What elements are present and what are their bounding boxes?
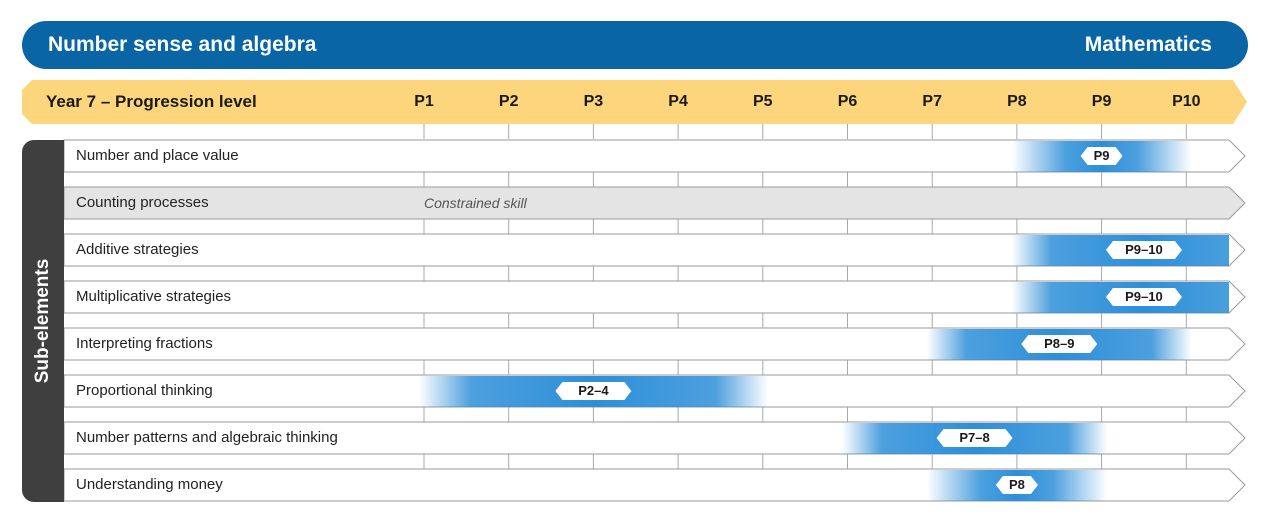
row-band [63,139,1246,173]
row-2 [63,186,1246,220]
sub-element-label: Number and place value [76,147,239,164]
badge-label: P8 [1008,477,1025,492]
level-badge [1105,288,1182,306]
sub-element-label: Proportional thinking [76,382,213,399]
row-band [63,186,1246,220]
row-5 [63,327,1246,361]
level-label-p6: P6 [837,93,858,110]
page-title: Number sense and algebra [48,33,317,56]
row-8 [63,468,1246,502]
level-badge [936,429,1013,447]
year-label: Year 7 – Progression level [46,92,257,111]
sidebar-label: Sub-elements [32,258,53,384]
level-label-p7: P7 [922,93,942,110]
sub-element-label: Counting processes [76,194,209,211]
level-label-p8: P8 [1007,93,1027,110]
badge-label: P9–10 [1125,242,1163,257]
row-band [63,233,1246,267]
grid-ticks [423,124,1187,469]
level-label-p2: P2 [498,93,519,110]
grid-rows [63,139,1246,502]
level-bar-shape [22,80,1247,124]
sidebar-label-panel: Sub-elements [22,140,64,502]
row-band [63,280,1246,314]
sub-element-label: Interpreting fractions [76,335,213,352]
level-label-p1: P1 [414,93,434,110]
level-label-p4: P4 [668,93,688,110]
level-badge [1105,241,1182,259]
sub-element-label: Number patterns and algebraic thinking [76,429,338,446]
header-banner: Number sense and algebra Mathematics [22,21,1248,69]
level-label-p9: P9 [1091,93,1112,110]
level-label-p10: P10 [1172,93,1201,110]
level-bar [22,80,1247,124]
badge-label: P9 [1093,148,1110,163]
level-badge [555,382,632,400]
badge-label: P8–9 [1044,336,1075,351]
sub-element-label: Additive strategies [76,241,199,258]
row-6 [63,374,1246,408]
sub-element-label: Multiplicative strategies [76,288,232,305]
sub-element-label: Understanding money [76,476,223,493]
row-7 [63,421,1246,455]
badge-label: P2–4 [578,383,609,398]
row-3 [63,233,1246,267]
level-badge [1021,335,1098,353]
subject-label: Mathematics [1084,33,1212,56]
badge-label: P7–8 [959,430,990,445]
badge-label: P9–10 [1125,289,1163,304]
level-badge [995,476,1038,494]
level-label-p5: P5 [753,93,773,110]
level-label-p3: P3 [583,93,604,110]
constrained-skill-note: Constrained skill [424,195,527,211]
level-badge [1080,147,1123,165]
row-4 [63,280,1246,314]
row-1 [63,139,1246,173]
